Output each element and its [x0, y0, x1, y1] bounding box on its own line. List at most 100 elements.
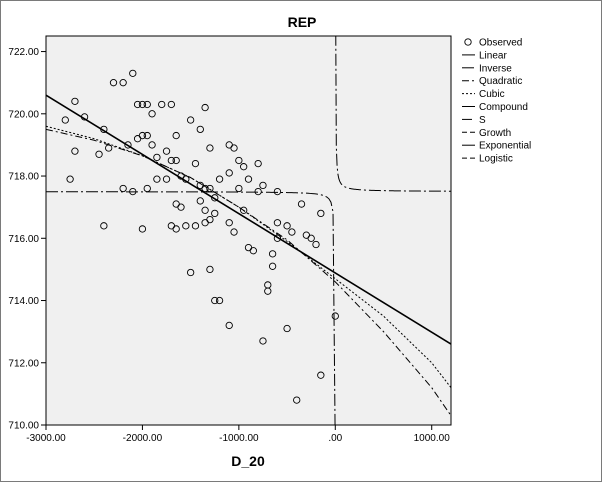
observed-point [268, 250, 277, 258]
y-tick-label: 716.00 [8, 234, 39, 245]
observed-point [66, 175, 74, 183]
quadratic-fit-line [46, 128, 451, 416]
legend-label: Inverse [479, 63, 512, 74]
fit-lines [46, 36, 451, 425]
observed-point [138, 131, 147, 140]
observed-point [211, 194, 219, 202]
observed-point [182, 175, 190, 183]
observed-point [172, 131, 180, 140]
observed-point [124, 141, 132, 149]
legend-label: Growth [479, 128, 511, 139]
observed-point [254, 187, 262, 196]
observed-point [129, 187, 137, 196]
observed-point [105, 144, 113, 152]
observed-point [211, 209, 219, 218]
x-tick-label: .00 [328, 433, 342, 444]
observed-point [80, 113, 89, 121]
observed-point [297, 200, 306, 208]
observed-point [201, 184, 209, 193]
observed-point [182, 222, 190, 230]
observed-point [95, 150, 103, 158]
observed-point [172, 225, 180, 233]
legend-label-observed: Observed [479, 38, 522, 49]
x-axis-label: D_20 [231, 453, 265, 469]
observed-point [191, 222, 200, 230]
observed-point [119, 79, 127, 87]
observed-point [249, 247, 257, 255]
x-tick-label: -3000.00 [26, 433, 66, 444]
legend-marker-observed [464, 38, 472, 46]
observed-point [61, 116, 69, 124]
observed-point [259, 337, 267, 345]
observed-point [215, 175, 224, 183]
observed-point [201, 206, 209, 214]
observed-point [158, 100, 166, 109]
legend-label: Logistic [479, 154, 513, 165]
observed-point [244, 175, 253, 183]
observed-point [225, 219, 233, 227]
legend-label: S [479, 115, 486, 126]
observed-point [225, 321, 233, 330]
chart-title: REP [288, 14, 317, 30]
observed-point [71, 147, 79, 155]
observed-point [206, 265, 214, 274]
observed-point [201, 103, 209, 112]
observed-point [273, 219, 282, 227]
observed-point [312, 240, 320, 249]
inverse-fit-left-branch [46, 191, 336, 425]
observed-point [100, 125, 108, 134]
observed-point [186, 268, 195, 277]
observed-point [254, 159, 262, 168]
y-tick-label: 710.00 [8, 421, 39, 432]
legend-label: Exponential [479, 141, 531, 152]
observed-point [215, 296, 224, 305]
observed-point [268, 262, 277, 270]
observed-point [138, 100, 147, 109]
observed-point [167, 156, 176, 165]
observed-point [317, 371, 325, 379]
observed-point [206, 144, 214, 152]
observed-point [283, 324, 291, 333]
observed-point [201, 219, 209, 227]
inverse-fit-right-branch [335, 36, 451, 192]
x-tick-label: 1000.00 [414, 433, 451, 444]
y-tick-label: 712.00 [8, 358, 39, 369]
observed-point [71, 97, 79, 106]
observed-point [235, 156, 243, 165]
x-tick-label: -2000.00 [123, 433, 163, 444]
observed-points [61, 69, 339, 404]
observed-point [307, 234, 315, 242]
observed-point [240, 206, 248, 214]
y-tick-label: 718.00 [8, 172, 39, 183]
observed-point [162, 147, 171, 155]
observed-point [273, 234, 282, 242]
plot-area [45, 35, 452, 426]
legend-label: Linear [479, 50, 507, 61]
observed-point [317, 209, 325, 218]
observed-point [143, 100, 151, 109]
observed-point [177, 203, 185, 211]
observed-point [143, 131, 151, 140]
y-tick-label: 720.00 [8, 109, 39, 120]
legend-label: Compound [479, 102, 528, 113]
observed-point [206, 184, 214, 193]
observed-point [143, 184, 151, 193]
cubic-fit-line [46, 125, 451, 388]
observed-point [119, 184, 127, 193]
observed-point [230, 144, 238, 152]
y-tick-label: 714.00 [8, 296, 39, 307]
observed-point [138, 225, 147, 233]
observed-point [133, 100, 142, 109]
observed-point [167, 100, 176, 109]
observed-point [191, 159, 200, 168]
observed-point [230, 228, 238, 236]
observed-point [225, 169, 233, 177]
observed-point [259, 181, 267, 190]
observed-point [148, 141, 156, 149]
observed-point [196, 197, 204, 205]
y-tick-label: 722.00 [8, 47, 39, 58]
observed-point [235, 184, 243, 193]
observed-point [240, 163, 248, 171]
